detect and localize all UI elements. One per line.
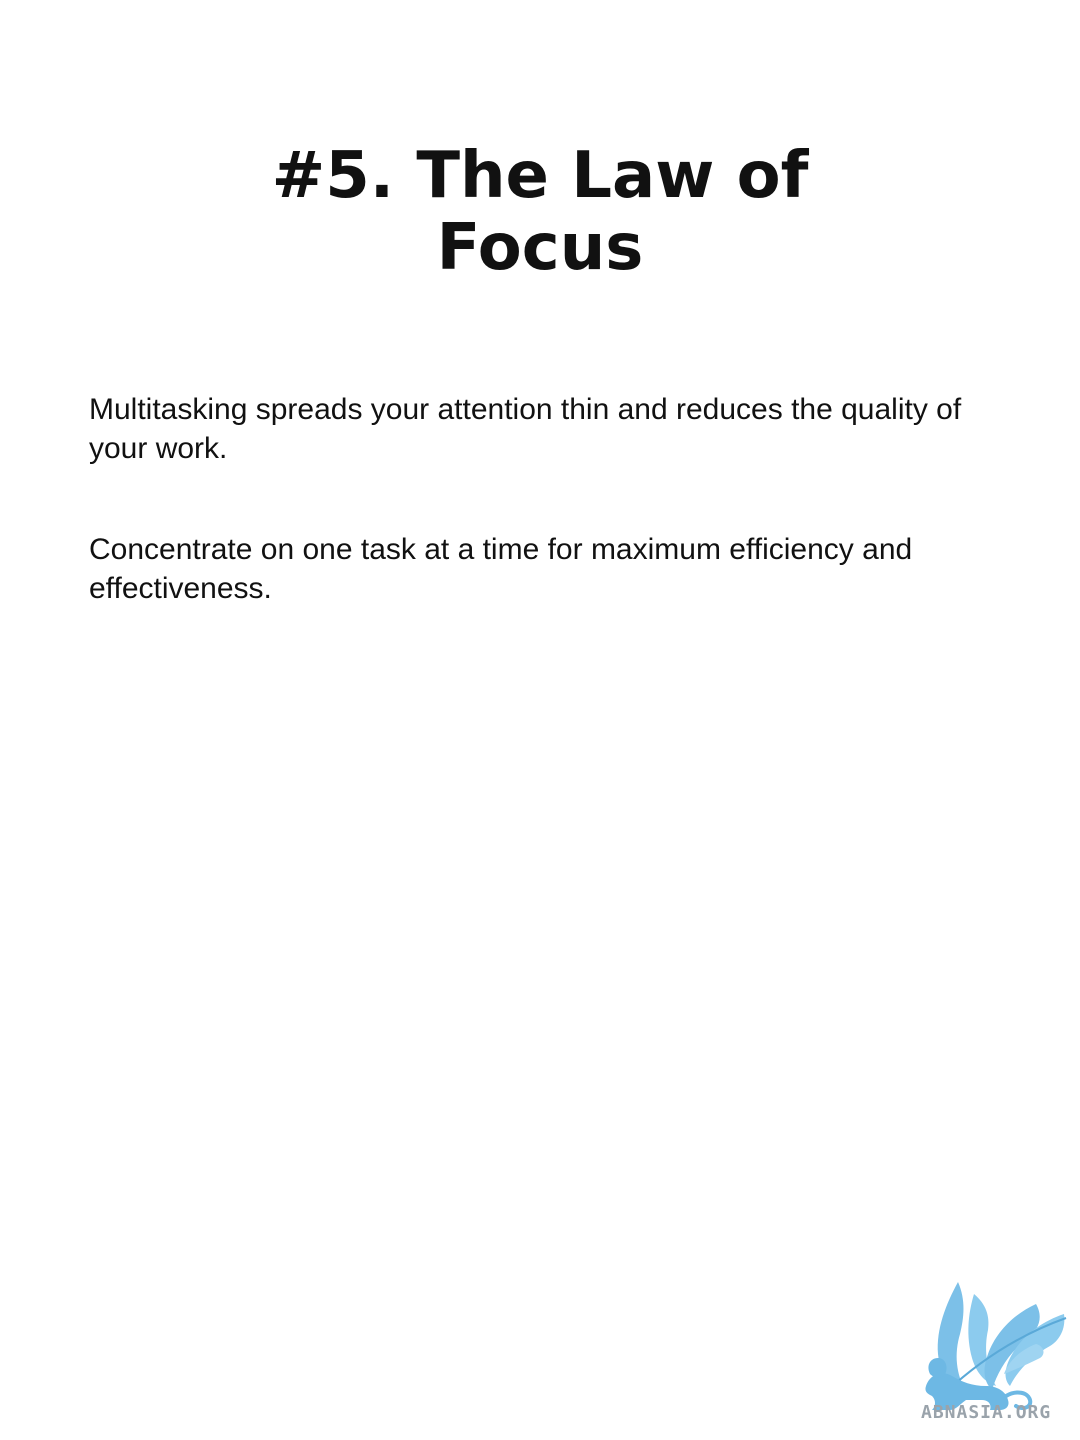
body-paragraph-1: Multitasking spreads your attention thin… xyxy=(89,393,962,465)
slide-title-line-1: #5. The Law of xyxy=(271,139,809,213)
griffin-icon xyxy=(925,1282,1067,1410)
slide-title: #5. The Law of Focus xyxy=(0,140,1080,284)
slide-title-line-2: Focus xyxy=(436,211,644,285)
body-paragraph-2: Concentrate on one task at a time for ma… xyxy=(89,533,913,605)
logo-text: ABNASIA.ORG xyxy=(921,1402,1052,1423)
slide-body: Multitasking spreads your attention thin… xyxy=(89,390,989,670)
